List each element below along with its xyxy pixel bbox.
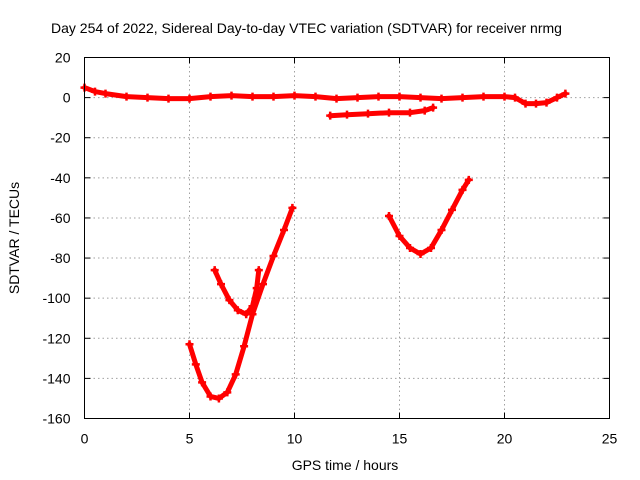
data-point (416, 93, 425, 102)
data-point (185, 94, 194, 103)
y-tick-label: 0 (63, 90, 71, 106)
series-line (187, 205, 295, 401)
data-point (225, 296, 234, 305)
series-track-arc-14-to-18 (385, 175, 473, 259)
data-point (311, 92, 320, 101)
data-point (395, 92, 404, 101)
data-point (143, 93, 152, 102)
data-point (269, 252, 278, 261)
data-point (343, 110, 351, 119)
axis-ticks: 0 5 10 15 20 25 20 0 -20 -40 -60 -80 -100 -120 -140 -16… (42, 50, 617, 447)
data-point (206, 392, 215, 401)
data-point (91, 87, 99, 96)
data-point (164, 94, 173, 103)
data-point (385, 211, 393, 220)
data-point (252, 284, 261, 293)
data-point (185, 340, 194, 349)
data-point (254, 266, 263, 275)
data-point (223, 388, 232, 397)
x-tick-label: 10 (287, 431, 303, 447)
data-point (269, 92, 278, 101)
y-axis-label: SDTVAR / TECUs (6, 182, 22, 294)
series-track-arc-6-to-8 (210, 266, 263, 319)
data-point (122, 92, 131, 101)
y-tick-label: -120 (42, 330, 70, 346)
data-point (217, 280, 225, 289)
y-tick-label: -20 (50, 130, 70, 146)
x-tick-label: 5 (186, 431, 194, 447)
data-point (364, 109, 372, 118)
data-point (198, 378, 207, 387)
data-point (101, 89, 110, 98)
y-tick-label: -80 (50, 250, 70, 266)
data-point (210, 266, 219, 275)
data-series (80, 83, 570, 403)
data-point (280, 225, 288, 234)
data-point (259, 280, 267, 289)
y-tick-label: -40 (50, 170, 70, 186)
y-tick-label: -140 (42, 370, 70, 386)
data-point (542, 98, 551, 107)
data-point (233, 306, 242, 315)
data-point (511, 93, 519, 102)
y-tick-label: -100 (42, 290, 70, 306)
x-tick-label: 20 (497, 431, 513, 447)
data-point (374, 92, 383, 101)
data-point (420, 106, 429, 115)
y-tick-label: -160 (42, 411, 70, 427)
data-point (437, 225, 446, 234)
y-tick-label: -60 (50, 210, 70, 226)
data-point (479, 92, 488, 101)
chart-title: Day 254 of 2022, Sidereal Day-to-day VTE… (51, 20, 562, 36)
data-point (406, 108, 414, 117)
data-point (231, 370, 240, 379)
x-axis-label: GPS time / hours (292, 457, 399, 473)
series-track-arc-5-to-10 (185, 203, 297, 403)
data-point (561, 89, 570, 98)
data-point (429, 103, 438, 112)
x-tick-label: 15 (392, 431, 408, 447)
series-track-main-near-zero (80, 83, 570, 108)
data-point (437, 94, 446, 103)
data-point (532, 99, 540, 108)
data-point (416, 250, 425, 259)
x-tick-label: 25 (602, 431, 618, 447)
x-tick-label: 0 (81, 431, 89, 447)
data-point (353, 93, 362, 102)
data-point (500, 92, 509, 101)
plot-frame (84, 57, 610, 419)
data-point (240, 342, 249, 351)
data-point (385, 108, 393, 117)
data-point (458, 93, 467, 102)
data-point (406, 244, 414, 253)
data-point (242, 310, 251, 319)
series-line (386, 177, 472, 257)
data-point (326, 111, 335, 120)
data-point (521, 99, 530, 108)
y-tick-label: 20 (55, 50, 71, 66)
data-point (290, 91, 299, 100)
data-point (427, 244, 435, 253)
data-point (395, 231, 404, 240)
data-point (332, 94, 341, 103)
data-point (227, 91, 236, 100)
data-point (464, 175, 473, 184)
data-point (288, 203, 297, 212)
data-point (248, 92, 257, 101)
data-point (206, 92, 215, 101)
data-point (448, 205, 456, 214)
series-track-offset-minus-8 (326, 103, 438, 120)
data-point (191, 360, 200, 369)
data-point (248, 302, 257, 311)
data-point (458, 185, 467, 194)
data-point (214, 394, 223, 403)
data-point (553, 93, 561, 102)
series-line (82, 85, 568, 107)
